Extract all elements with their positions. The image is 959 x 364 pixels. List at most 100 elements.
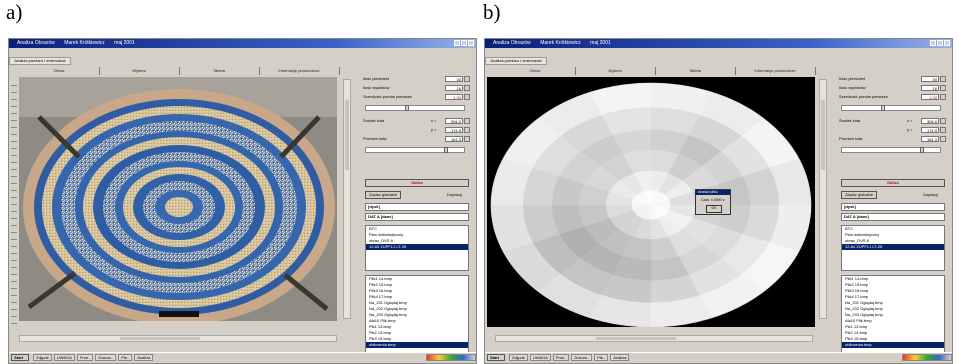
start-button[interactable]: Start (11, 354, 29, 361)
radius-input[interactable]: 161.3 (921, 136, 939, 142)
file-item[interactable]: Pik1 13.bmp (369, 324, 392, 329)
tree-item[interactable]: obraz_DVS 6 (845, 238, 869, 243)
tree-item-selected[interactable]: 12-84 ZUPFL1 LT-25 (366, 244, 468, 250)
tree-item[interactable]: Plan daltonistyczny (845, 232, 880, 237)
folder-tree[interactable]: BTC Plan daltonistyczny obraz_DVS 6 12-8… (365, 225, 469, 271)
folder-select[interactable]: DAT A [dane] (365, 213, 469, 221)
close-icon[interactable] (944, 40, 950, 46)
maximize-icon[interactable] (937, 40, 943, 46)
spin-icon[interactable] (464, 76, 470, 82)
horizontal-scrollbar[interactable] (495, 335, 813, 342)
task-button[interactable]: Dokum.. (95, 354, 117, 361)
tab-group[interactable]: Analiza pomiaru i zmierzania (9, 57, 71, 65)
file-item[interactable]: Plik3 16.bmp (845, 288, 869, 293)
spin-icon[interactable] (940, 118, 946, 124)
file-item[interactable]: Na_203 Oglądaj.bmp (845, 312, 883, 317)
file-item[interactable]: Na_201 Oglądaj.bmp (845, 300, 883, 305)
spin-icon[interactable] (464, 94, 470, 100)
file-item[interactable]: Na_203 Oglądaj.bmp (369, 312, 407, 317)
fit-checkbox-label[interactable]: Dopasuj (447, 192, 462, 197)
tab-tabela[interactable]: Tabela (655, 67, 736, 75)
maximize-icon[interactable] (461, 40, 467, 46)
spin-icon[interactable] (940, 127, 946, 133)
save-button[interactable]: Zapisz globalne (365, 191, 401, 199)
tree-item[interactable]: BTC (369, 226, 377, 231)
task-button[interactable]: Zdjęcie (33, 354, 52, 361)
spin-icon[interactable] (464, 136, 470, 142)
task-button[interactable]: UWAGA (529, 354, 551, 361)
tab-informacje[interactable]: Informacje pomocnicze (259, 67, 340, 75)
file-item-selected[interactable]: obliczenia.bmp (842, 342, 944, 348)
width-slider[interactable] (841, 105, 941, 111)
file-item[interactable]: Na_201 Oglądaj.bmp (369, 300, 407, 305)
rings-input[interactable]: 30 (921, 76, 939, 82)
file-item[interactable]: Pik3 15.bmp (845, 336, 868, 341)
tab-obraz[interactable]: Obraz (495, 67, 576, 75)
drive-select[interactable]: [dysk] (841, 203, 945, 211)
radius-input[interactable]: 161.3 (445, 136, 463, 142)
tab-informacje[interactable]: Informacje pomocnicze (735, 67, 816, 75)
spin-icon[interactable] (940, 136, 946, 142)
file-item[interactable]: Na_202 Oglądaj.bmp (845, 306, 883, 311)
tab-tabela[interactable]: Tabela (179, 67, 260, 75)
vertical-scrollbar[interactable] (819, 79, 827, 319)
close-icon[interactable] (468, 40, 474, 46)
start-button[interactable]: Start (487, 354, 505, 361)
tab-wykres[interactable]: Wykres (575, 67, 656, 75)
file-item[interactable]: Pik2 14.bmp (845, 330, 868, 335)
spin-icon[interactable] (940, 94, 946, 100)
horizontal-scrollbar[interactable] (19, 335, 337, 342)
task-button[interactable]: Analiza (134, 354, 154, 361)
file-item-selected[interactable]: obliczenia.bmp (366, 342, 468, 348)
file-item[interactable]: Plik2 15.bmp (369, 282, 393, 287)
task-button[interactable]: UWAGA (53, 354, 75, 361)
compute-button[interactable]: Oblicz (365, 179, 469, 187)
spin-icon[interactable] (464, 127, 470, 133)
analysis-viewport[interactable] (487, 77, 815, 328)
file-item[interactable]: Plik4 17.bmp (369, 294, 393, 299)
task-button[interactable]: Ple.. (118, 354, 133, 361)
spin-icon[interactable] (940, 76, 946, 82)
task-button[interactable]: Dokum.. (571, 354, 593, 361)
center-y-input[interactable]: 174.9 (445, 127, 463, 133)
file-item[interactable]: Ala10 Plik.bmp (369, 318, 396, 323)
file-item[interactable]: Plik1 14.bmp (369, 276, 393, 281)
tree-item-selected[interactable]: 12-84 ZUPFL1 LT-25 (842, 244, 944, 250)
vertical-scrollbar[interactable] (343, 79, 351, 319)
file-item[interactable]: Na_202 Oglądaj.bmp (369, 306, 407, 311)
tree-item[interactable]: obraz_DVS 6 (369, 238, 393, 243)
file-item[interactable]: Pik1 13.bmp (845, 324, 868, 329)
spin-icon[interactable] (464, 118, 470, 124)
tab-group[interactable]: Analiza pomiaru i zmierzania (485, 57, 547, 65)
task-button[interactable]: Zdjęcie (509, 354, 528, 361)
drive-select[interactable]: [dysk] (365, 203, 469, 211)
radius-slider[interactable] (365, 147, 465, 153)
sectors-input[interactable]: 16 (445, 85, 463, 91)
folder-tree[interactable]: BTC Plan daltonistyczny obraz_DVS 6 12-8… (841, 225, 945, 271)
dialog-ok-button[interactable]: OK (706, 205, 722, 213)
file-item[interactable]: Plik3 16.bmp (369, 288, 393, 293)
spin-icon[interactable] (464, 85, 470, 91)
task-button[interactable]: Prze.. (76, 354, 94, 361)
save-button[interactable]: Zapisz globalne (841, 191, 877, 199)
task-button[interactable]: Ple.. (594, 354, 609, 361)
spin-icon[interactable] (940, 85, 946, 91)
tab-obraz[interactable]: Obraz (19, 67, 100, 75)
fit-checkbox-label[interactable]: Dopasuj (923, 192, 938, 197)
width-input[interactable]: 1.00 (921, 94, 939, 100)
image-viewport[interactable] (19, 77, 337, 325)
file-item[interactable]: Pik3 15.bmp (369, 336, 392, 341)
task-button[interactable]: Prze.. (552, 354, 570, 361)
width-input[interactable]: 1.00 (445, 94, 463, 100)
file-item[interactable]: Ala10 Plik.bmp (845, 318, 872, 323)
task-button[interactable]: Analiza (610, 354, 630, 361)
minimize-icon[interactable] (454, 40, 460, 46)
file-list[interactable]: Plik1 14.bmp Plik2 15.bmp Plik3 16.bmp P… (365, 275, 469, 359)
width-slider[interactable] (365, 105, 465, 111)
center-x-input[interactable]: 304.0 (445, 118, 463, 124)
compute-button[interactable]: Oblicz (841, 179, 945, 187)
tab-wykres[interactable]: Wykres (99, 67, 180, 75)
rings-input[interactable]: 30 (445, 76, 463, 82)
file-list[interactable]: Plik1 14.bmp Plik2 15.bmp Plik3 16.bmp P… (841, 275, 945, 359)
file-item[interactable]: Plik2 15.bmp (845, 282, 869, 287)
